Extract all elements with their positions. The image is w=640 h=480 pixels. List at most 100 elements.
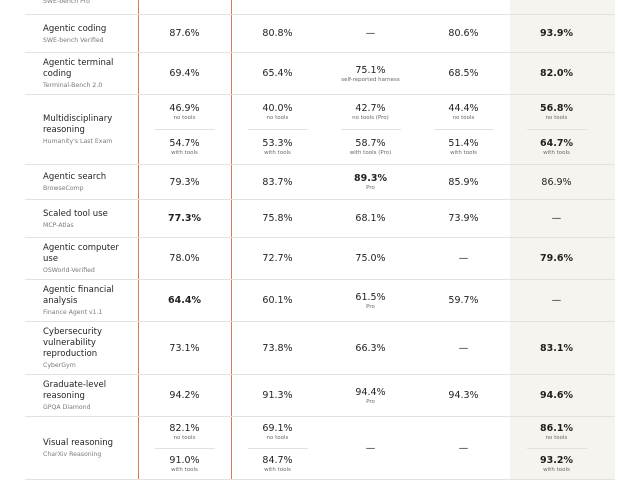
score-entry: — <box>459 443 469 454</box>
score-cell: 69.1% no tools 84.7% with tools <box>231 417 324 479</box>
column-divider <box>231 0 232 480</box>
score-note: no tools <box>266 115 289 121</box>
row-subtitle: GPQA Diamond <box>43 404 91 411</box>
row-label: Multidisciplinary reasoning Humanity's La… <box>43 95 135 164</box>
row-title: Agentic computer use <box>43 243 119 264</box>
sub-divider <box>247 129 308 130</box>
score-cell: — <box>510 200 603 237</box>
score-value: 82.0% <box>540 68 573 79</box>
score-value: 54.7% <box>169 138 200 149</box>
score-cell: 94.2% <box>138 375 231 416</box>
score-cell: 94.4% Pro <box>324 375 417 416</box>
score-cell: 86.9% <box>510 165 603 199</box>
score-value: 44.4% <box>448 103 479 114</box>
score-value: 89.3% <box>354 173 387 184</box>
score-value: 61.5% <box>355 291 386 303</box>
score-value: 75.8% <box>262 213 293 224</box>
score-cell: 93.9% <box>510 15 603 52</box>
score-cell: 44.4% no tools 51.4% with tools <box>417 95 510 164</box>
sub-divider <box>340 129 401 130</box>
table-row: Cybersecurity vulnerability reproduction… <box>25 322 615 375</box>
score-cell: 75.1% self-reported harness <box>324 53 417 94</box>
score-entry: 64.4% <box>168 295 201 306</box>
score-entry: 78.0% <box>169 253 199 264</box>
score-entry: — <box>459 253 469 264</box>
score-entry: 69.1% no tools <box>262 423 292 441</box>
score-note: with tools <box>543 466 570 473</box>
score-entry: 89.3% Pro <box>354 173 387 191</box>
score-value: 75.0% <box>355 253 386 264</box>
score-value: 40.0% <box>262 103 293 114</box>
score-entry: 83.1% <box>540 343 573 354</box>
score-note: Pro <box>366 185 375 191</box>
score-entry: — <box>366 28 376 39</box>
table-row: Agentic search BrowseComp 79.3% 83.7% 89.3% P… <box>25 165 615 200</box>
score-value: — <box>365 28 376 39</box>
row-label: Cybersecurity vulnerability reproduction… <box>43 322 135 374</box>
row-title: Agentic search <box>43 172 107 182</box>
score-cell: 40.0% no tools 53.3% with tools <box>231 95 324 164</box>
score-value: 75.1% <box>355 64 386 76</box>
score-value: 80.8% <box>262 28 293 39</box>
table-row: SWE-bench Pro <box>25 0 615 15</box>
score-cell: 94.6% <box>510 375 603 416</box>
score-cell: 75.8% <box>231 200 324 237</box>
score-cell: — <box>510 280 603 321</box>
score-entry: 77.3% <box>168 213 201 224</box>
score-entry: 68.5% <box>448 68 478 79</box>
score-value: 93.2% <box>540 454 573 466</box>
score-entry: 44.4% no tools <box>448 103 478 121</box>
row-title: Agentic terminal coding <box>43 58 114 79</box>
row-label: Graduate-level reasoning GPQA Diamond <box>43 375 135 416</box>
row-title: Graduate-level reasoning <box>43 380 107 401</box>
score-value: 56.8% <box>540 103 573 114</box>
score-entry: 64.7% with tools <box>540 138 573 156</box>
row-title: Visual reasoning <box>43 438 113 448</box>
sub-divider <box>154 447 215 449</box>
score-value: 91.0% <box>169 454 200 466</box>
score-note: no tools <box>452 115 475 121</box>
score-entry: 75.1% self-reported harness <box>341 65 399 83</box>
table-row: Scaled tool use MCP-Atlas 77.3% 75.8% 68.1% 7… <box>25 200 615 238</box>
score-entry: 86.9% <box>541 177 571 188</box>
score-value: 69.1% <box>262 423 293 435</box>
row-subtitle: SWE-bench Verified <box>43 36 104 44</box>
score-cell: — <box>417 238 510 279</box>
score-value: 64.7% <box>540 138 573 149</box>
row-subtitle: Terminal-Bench 2.0 <box>43 82 103 89</box>
score-note: with tools <box>450 150 477 156</box>
score-value: 86.1% <box>540 423 573 435</box>
score-entry: 42.7% no tools (Pro) <box>352 103 389 121</box>
score-value: 83.7% <box>262 176 293 188</box>
score-value: 58.7% <box>355 138 386 149</box>
table-row: Agentic coding SWE-bench Verified 87.6% 80.… <box>25 15 615 53</box>
row-title: Agentic financial analysis <box>43 285 114 306</box>
score-cell: 42.7% no tools (Pro) 58.7% with tools (Pro) <box>324 95 417 164</box>
row-label: Agentic search BrowseComp <box>43 165 135 199</box>
score-value: 83.1% <box>540 342 573 354</box>
score-value: — <box>551 295 562 306</box>
score-entry: 87.6% <box>169 28 199 39</box>
score-cell: 89.3% Pro <box>324 165 417 199</box>
score-entry: — <box>459 343 469 354</box>
row-label: Agentic computer use OSWorld-Verified <box>43 238 135 279</box>
score-entry: 65.4% <box>262 68 292 79</box>
score-value: 82.1% <box>169 423 200 435</box>
row-title: Multidisciplinary reasoning <box>43 114 113 135</box>
score-entry: 68.1% <box>355 213 385 224</box>
score-note: with tools <box>171 466 198 473</box>
score-cell: 82.0% <box>510 53 603 94</box>
score-entry: 79.6% <box>540 253 573 264</box>
row-title: Scaled tool use <box>43 208 108 219</box>
score-cell: 78.0% <box>138 238 231 279</box>
score-entry: 60.1% <box>262 295 292 306</box>
score-entry: 82.0% <box>540 68 573 79</box>
score-value: — <box>458 342 469 354</box>
score-entry: 79.3% <box>169 177 199 188</box>
row-title: Cybersecurity vulnerability reproduction <box>43 327 103 359</box>
score-entry: 54.7% with tools <box>169 138 199 156</box>
score-value: 73.1% <box>169 342 200 354</box>
score-value: 85.9% <box>448 176 479 188</box>
score-value: 94.4% <box>355 386 386 398</box>
